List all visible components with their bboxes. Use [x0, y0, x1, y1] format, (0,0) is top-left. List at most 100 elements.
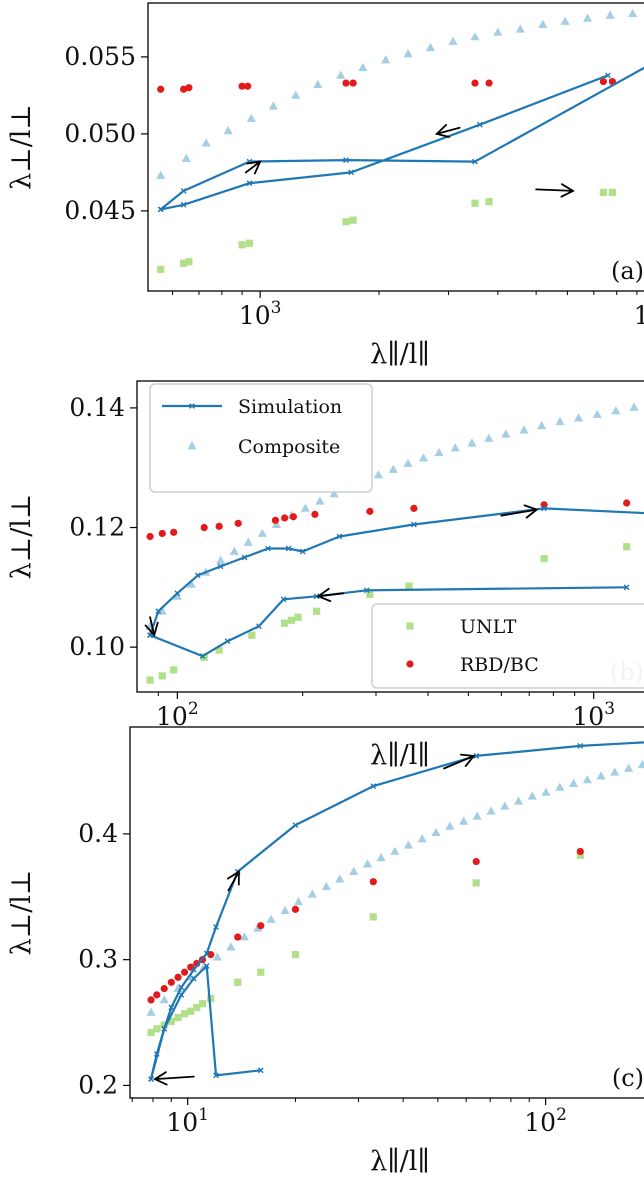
composite-point	[403, 840, 414, 849]
simulation-point	[194, 572, 201, 579]
composite-point	[624, 763, 634, 772]
composite-point	[605, 10, 615, 19]
rbd-bc-point	[366, 507, 374, 515]
composite-point	[381, 55, 391, 64]
legend-x-marker	[189, 403, 195, 409]
unlt-point	[608, 188, 616, 197]
composite-point	[246, 113, 256, 122]
composite-point	[611, 406, 621, 415]
y-tick-label: 0.12	[69, 513, 125, 542]
rbd-bc-point	[576, 847, 584, 856]
simulation-point	[213, 1072, 219, 1079]
unlt-point	[349, 216, 357, 224]
simulation-point	[199, 653, 206, 660]
y-axis-label: λ⊥/l⊥	[6, 104, 37, 190]
composite-point	[358, 62, 368, 72]
rbd-bc-point	[185, 84, 193, 92]
composite-point	[403, 458, 413, 467]
composite-point	[628, 8, 638, 18]
unlt-point	[167, 1017, 175, 1025]
simulation-point	[178, 991, 185, 998]
direction-arrow	[244, 160, 262, 175]
direction-arrow	[227, 869, 240, 892]
composite-point	[315, 496, 325, 505]
rbd-bc-point	[207, 951, 215, 959]
direction-arrow	[535, 183, 575, 198]
composite-point	[418, 453, 429, 462]
direction-arrow	[443, 753, 476, 770]
y-tick-label: 0.14	[69, 393, 125, 422]
simulation-point	[161, 1025, 168, 1032]
composite-point	[373, 470, 384, 479]
rbd-bc-point	[271, 516, 280, 524]
simulation-point	[265, 545, 271, 552]
unlt-point	[599, 188, 607, 197]
rbd-bc-point	[289, 513, 298, 521]
rbd-bc-point	[311, 510, 319, 518]
composite-point	[515, 24, 525, 33]
unlt-point	[342, 218, 350, 226]
composite-point	[321, 881, 331, 891]
composite-point	[362, 859, 373, 868]
legend-lower-right: UNLT RBD/BC	[371, 603, 644, 689]
rbd-bc-point	[160, 984, 168, 993]
composite-point	[445, 821, 455, 830]
unlt-point	[153, 1025, 161, 1033]
composite-point	[501, 429, 511, 438]
y-tick-label: 0.2	[78, 1070, 118, 1099]
composite-point	[257, 528, 267, 537]
legend-box	[149, 383, 373, 493]
simulation-point	[472, 158, 478, 165]
rbd-bc-point	[281, 514, 289, 522]
x-axis-label: λ∥/l∥	[370, 339, 430, 370]
rbd-bc-point	[215, 522, 223, 530]
composite-point	[519, 425, 529, 434]
simulation-point	[623, 584, 630, 591]
unlt-point	[576, 851, 584, 859]
composite-point	[513, 796, 524, 805]
rbd-bc-point	[238, 82, 246, 90]
composite-point	[172, 591, 182, 600]
rbd-bc-point	[234, 519, 242, 527]
composite-point	[500, 801, 510, 810]
composite-point	[349, 866, 359, 876]
composite-point	[215, 555, 226, 564]
composite-point	[181, 153, 191, 162]
panel-c: 101 102 0.2 0.3 0.4 λ∥/l∥ λ⊥/l⊥ (c)	[6, 726, 644, 1177]
simulation-point	[313, 593, 320, 600]
composite-point	[467, 438, 477, 447]
rbd-bc-point	[257, 922, 265, 930]
unlt-point	[180, 1010, 189, 1018]
simulation-point	[148, 1076, 154, 1083]
composite-point	[493, 27, 503, 36]
simulation-point	[370, 783, 377, 790]
plot-area	[146, 741, 644, 1086]
axes-frame	[147, 2, 644, 292]
simulation-line	[149, 741, 644, 1080]
simulation-line	[149, 586, 627, 658]
rbd-bc-point	[200, 523, 208, 532]
legend-label: UNLT	[460, 616, 517, 638]
unlt-point	[485, 198, 493, 206]
simulation-point	[292, 822, 299, 828]
unlt-point	[234, 978, 242, 986]
y-axis-label: λ⊥/l⊥	[6, 870, 37, 956]
composite-point	[271, 519, 282, 528]
composite-point	[583, 13, 593, 22]
unlt-point	[174, 1013, 182, 1022]
simulation-point	[155, 608, 162, 615]
composite-point	[637, 759, 644, 769]
simulation-point	[213, 924, 219, 930]
direction-arrow	[500, 504, 539, 519]
simulation-point	[476, 121, 483, 128]
simulation-point	[203, 963, 210, 969]
unlt-point	[313, 607, 321, 615]
unlt-point	[623, 543, 631, 551]
composite-point	[293, 897, 304, 906]
composite-point	[376, 852, 386, 862]
composite-point	[268, 101, 278, 110]
composite-point	[434, 447, 444, 457]
rbd-bc-point	[410, 504, 418, 512]
composite-point	[610, 767, 620, 776]
composite-point	[156, 170, 166, 179]
